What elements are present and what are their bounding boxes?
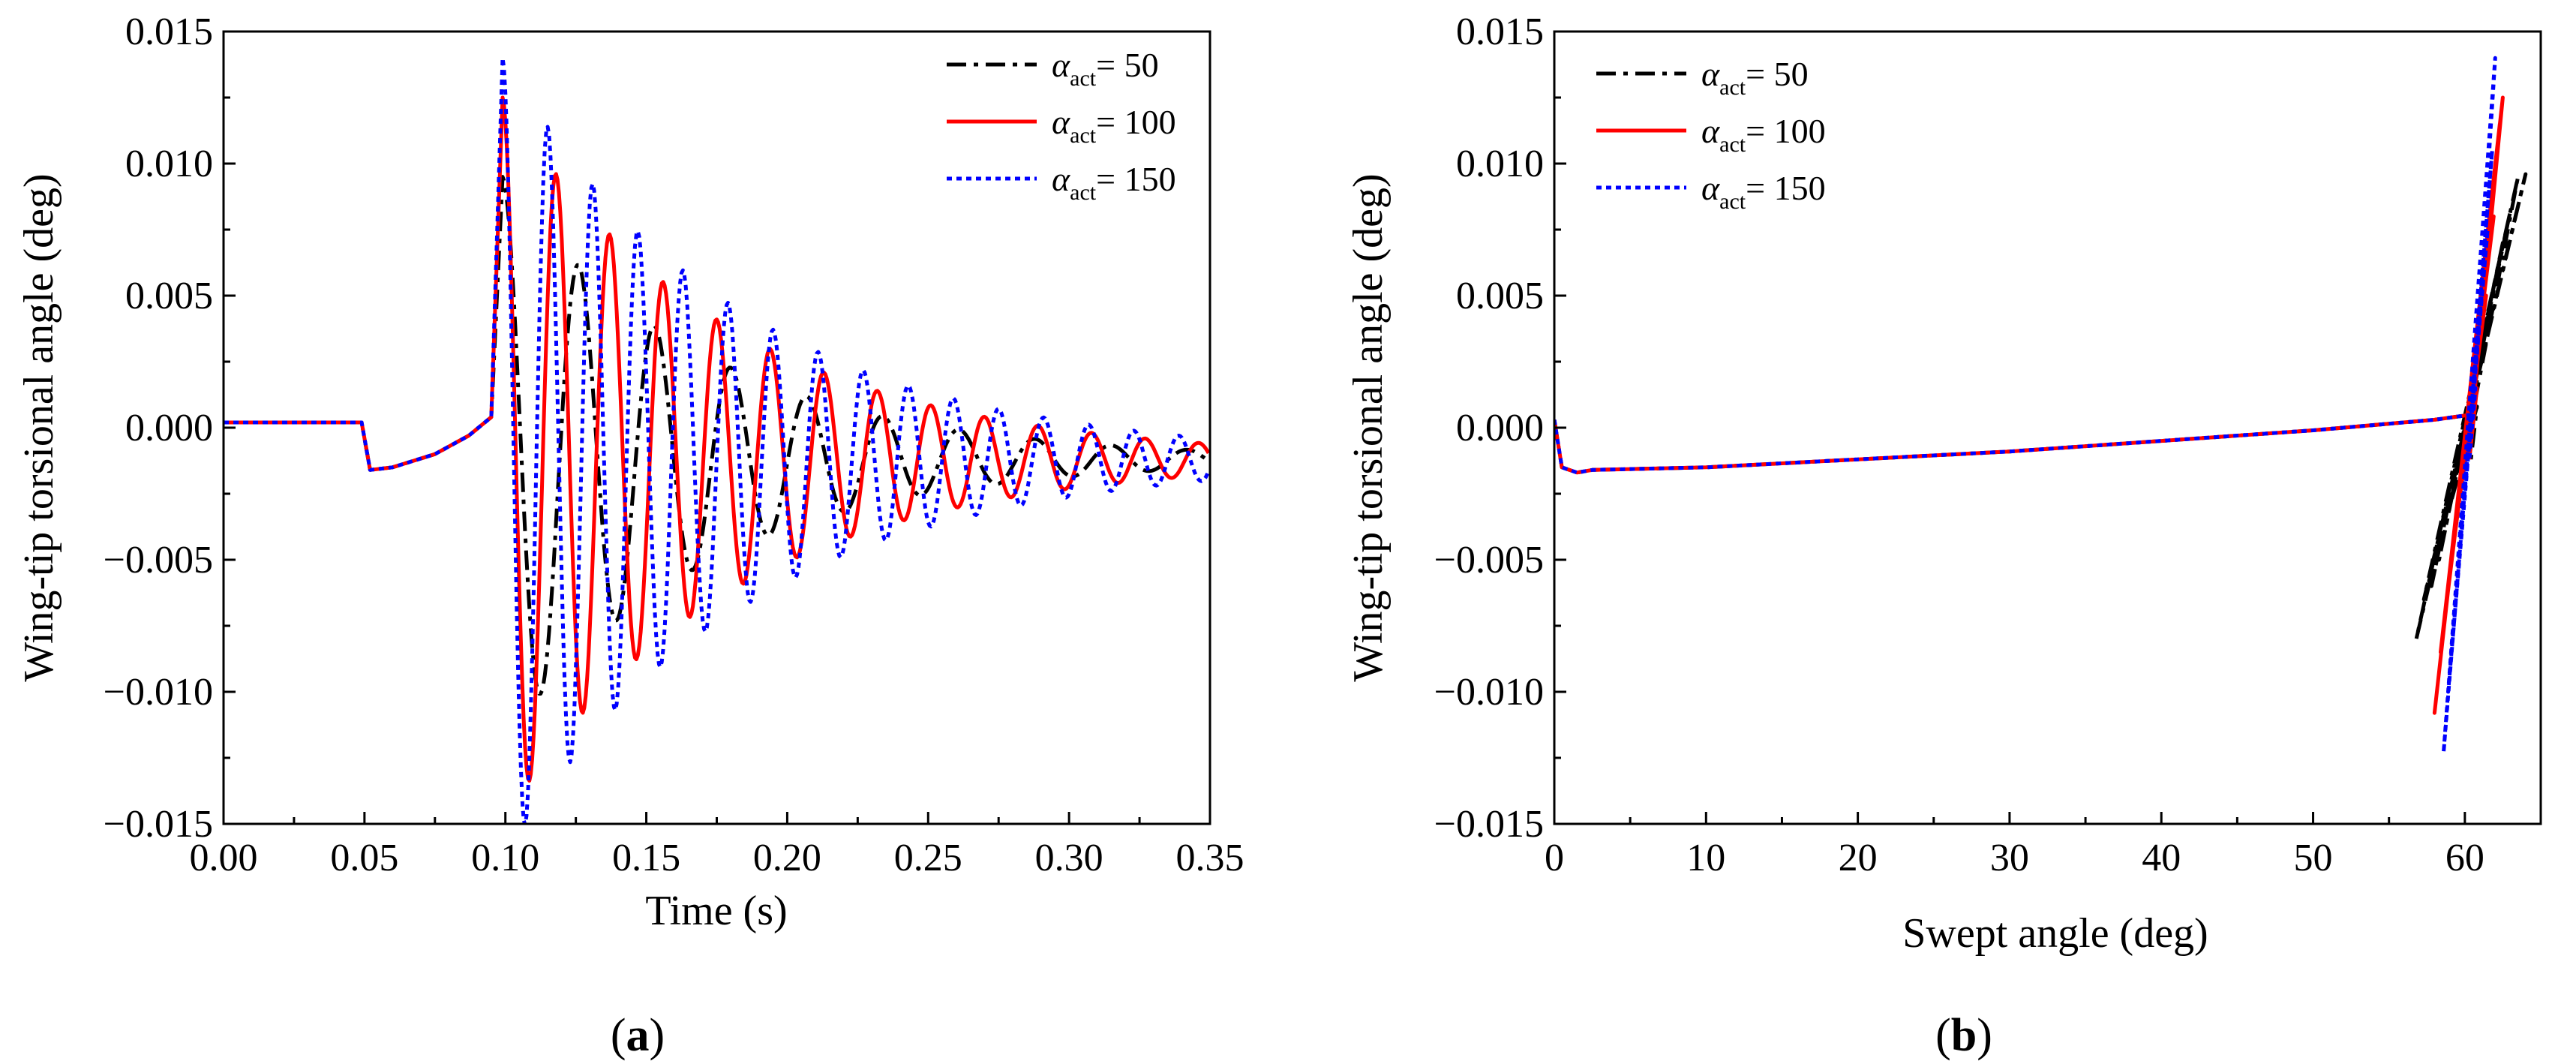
legend-label: αact= 100 <box>1052 103 1176 148</box>
x-tick-label: 0.30 <box>1035 837 1103 879</box>
y-tick-label: 0.005 <box>125 275 213 317</box>
x-tick-label: 0 <box>1545 837 1564 879</box>
x-tick-label: 30 <box>1990 837 2029 879</box>
series-line-150 <box>224 56 1210 824</box>
series-line-150 <box>1554 56 2497 755</box>
y-tick-label: −0.010 <box>104 671 213 714</box>
y-tick-label: 0.015 <box>1456 11 1544 53</box>
x-tick-label: 0.15 <box>612 837 680 879</box>
y-tick-label: 0.010 <box>125 143 213 185</box>
y-tick-label: −0.005 <box>1434 539 1544 582</box>
panel-b-swept-angle-response: 0 10 20 30 40 50 60 −0.015 −0.010 −0.005 0.000 0.00… <box>1345 11 2542 1061</box>
y-tick-label: −0.010 <box>1434 671 1544 714</box>
series-line-50 <box>1554 172 2528 642</box>
series-line-100 <box>224 95 1210 783</box>
y-tick-label: 0.010 <box>1456 143 1544 185</box>
x-tick-label: 50 <box>2294 837 2333 879</box>
x-tick-label: 0.10 <box>471 837 539 879</box>
y-tick-label: 0.000 <box>125 407 213 449</box>
panel-a-legend: αact= 50 αact= 100 αact= 150 <box>947 46 1176 205</box>
x-tick-label: 40 <box>2142 837 2181 879</box>
y-tick-label: 0.005 <box>1456 275 1544 317</box>
y-tick-label: −0.015 <box>1434 803 1544 846</box>
x-tick-label: 0.35 <box>1176 837 1244 879</box>
panel-b-caption: (b) <box>1935 1010 1992 1061</box>
x-tick-label: 10 <box>1686 837 1725 879</box>
legend-label: αact= 150 <box>1701 169 1826 214</box>
legend-label: αact= 50 <box>1052 46 1159 91</box>
y-tick-label: 0.000 <box>1456 407 1544 449</box>
y-tick-label: 0.015 <box>125 11 213 53</box>
legend-label: αact= 50 <box>1701 55 1809 100</box>
panel-b-x-axis-title: Swept angle (deg) <box>1902 910 2208 957</box>
y-tick-label: −0.005 <box>104 539 213 582</box>
x-tick-label: 60 <box>2445 837 2484 879</box>
x-tick-label: 20 <box>1839 837 1878 879</box>
panel-a-x-axis-title: Time (s) <box>645 888 787 934</box>
panel-a-caption: (a) <box>611 1010 665 1061</box>
x-tick-label: 0.00 <box>190 837 258 879</box>
panel-a-y-axis-title: Wing-tip torsional angle (deg) <box>16 173 62 681</box>
legend-label: αact= 100 <box>1701 112 1826 157</box>
panel-a-time-response: 0.00 0.05 0.10 0.15 0.20 0.25 0.30 0.35 −0.015 −0… <box>16 11 1244 1061</box>
panel-b-legend: αact= 50 αact= 100 αact= 150 <box>1596 55 1826 214</box>
series-line-100 <box>1554 95 2505 715</box>
x-tick-label: 0.05 <box>330 837 398 879</box>
legend-label: αact= 150 <box>1052 160 1176 205</box>
series-line-50 <box>224 175 1210 696</box>
x-tick-label: 0.25 <box>894 837 962 879</box>
y-tick-label: −0.015 <box>104 803 213 846</box>
panel-b-plot-frame <box>1553 30 2542 825</box>
x-tick-label: 0.20 <box>753 837 821 879</box>
panel-b-y-axis-title: Wing-tip torsional angle (deg) <box>1345 173 1392 681</box>
